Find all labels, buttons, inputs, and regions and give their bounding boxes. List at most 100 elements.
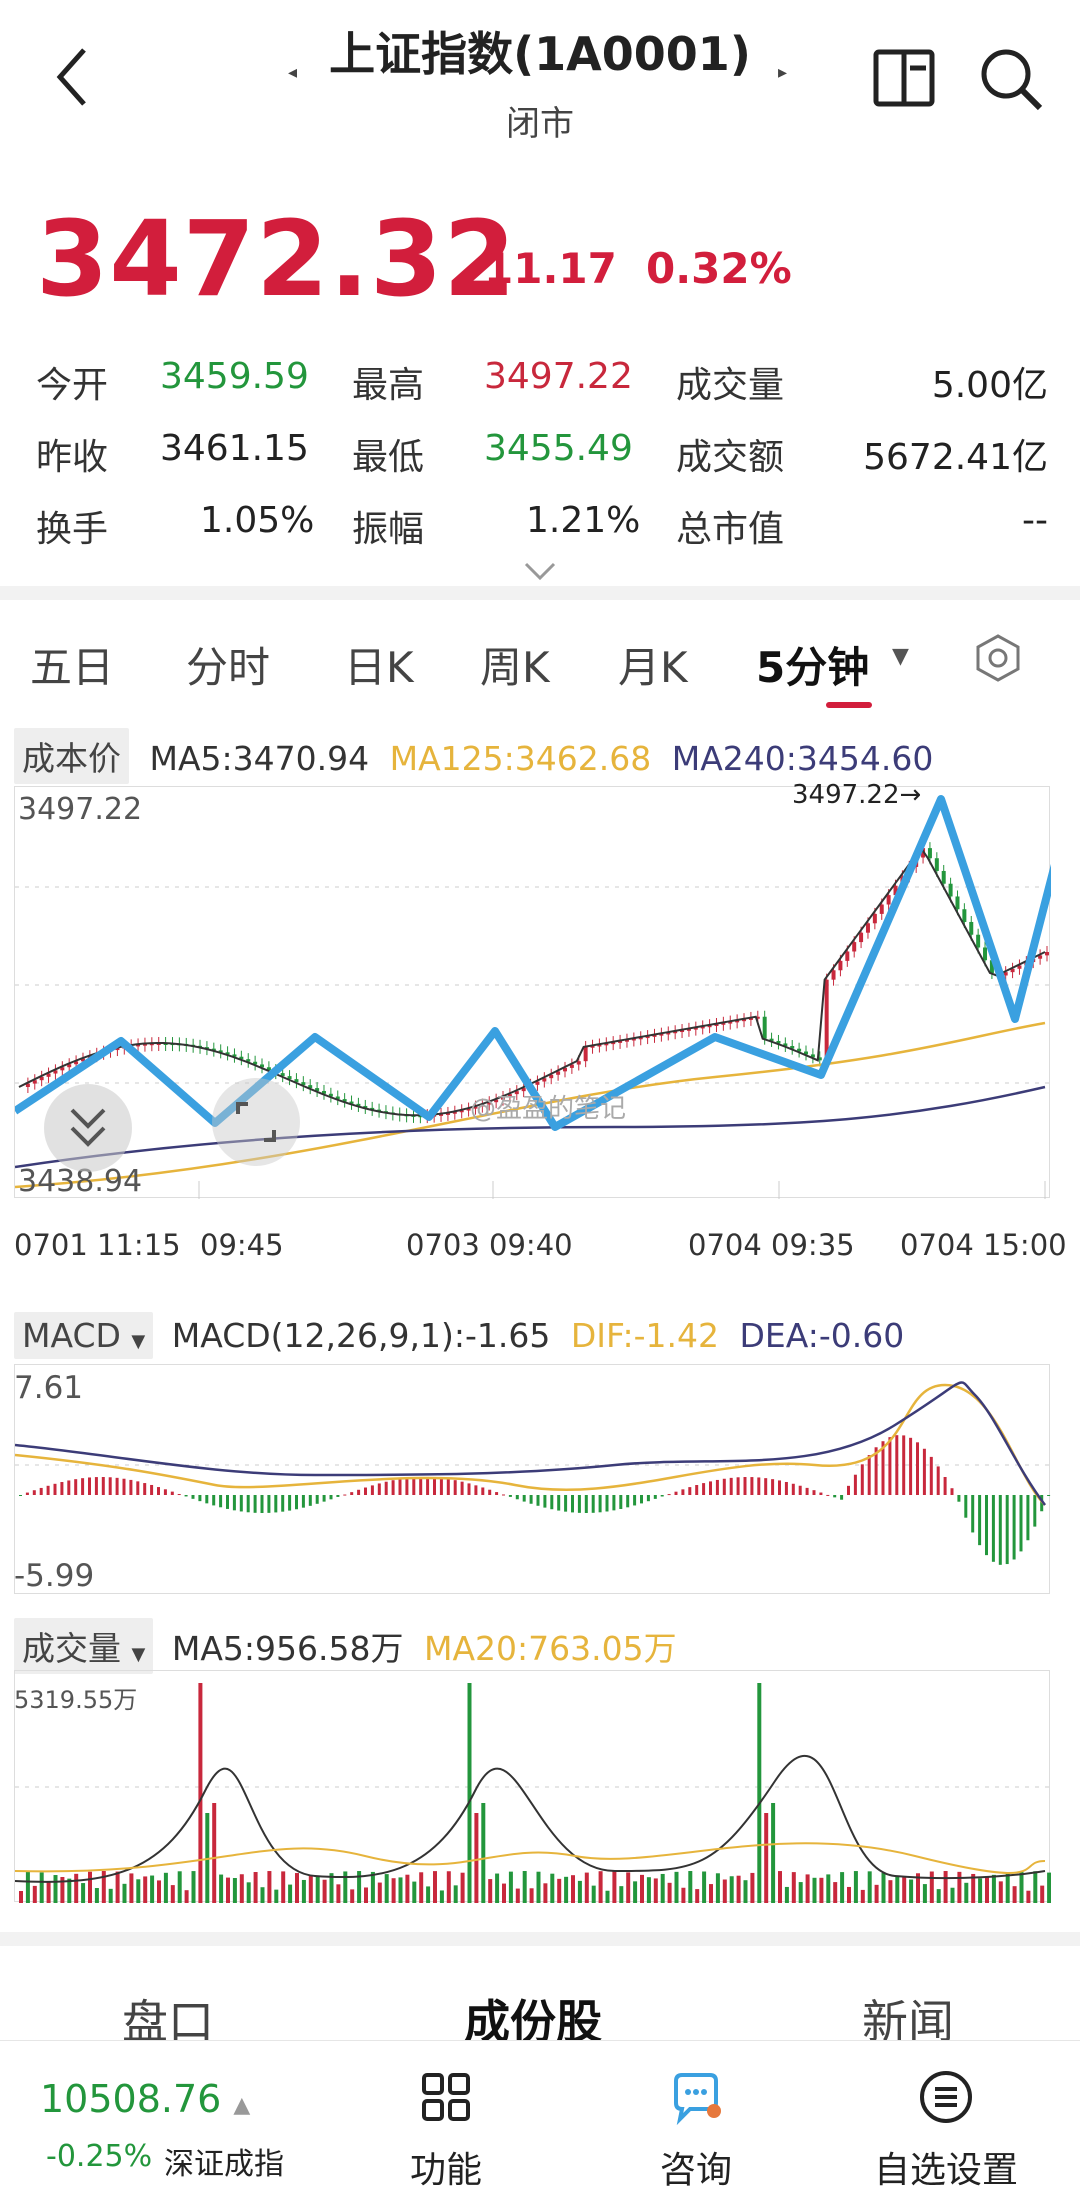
tab-5min[interactable]: 5分钟 [756,643,870,692]
candle-body [590,1045,595,1048]
split-view-icon[interactable] [870,44,940,114]
candle-body [535,1081,540,1085]
macd-bar [640,1495,643,1504]
macd-bar [232,1495,236,1511]
volume-bar [840,1872,845,1903]
consult-button[interactable]: 咨询 [616,2067,776,2193]
macd-bar [695,1485,699,1495]
next-stock-arrow[interactable]: ▸ [778,62,788,83]
tab-daily-k[interactable]: 日K [344,643,414,692]
candle-body [1003,972,1008,976]
volume-bar [715,1873,720,1903]
macd-bar [184,1495,188,1497]
macd-bar [419,1477,423,1495]
candle-body [315,1088,320,1091]
ma240-line [15,1085,1046,1169]
volume-chart[interactable] [14,1670,1051,1903]
volume-bar [1033,1871,1038,1903]
tab-intraday[interactable]: 分时 [186,643,271,692]
volume-bar [67,1878,72,1903]
macd-chart[interactable] [14,1364,1051,1594]
volume-bar [812,1877,817,1903]
volume-bar [412,1881,417,1903]
candle-body [934,858,939,871]
mktcap-value: -- [1022,500,1048,541]
candle-body [879,904,884,914]
collapse-button[interactable] [44,1084,132,1172]
volume-bar [81,1883,86,1903]
candle-body [728,1021,733,1024]
macd-bar [722,1478,726,1495]
volume-bar [198,1683,203,1903]
candle-body [46,1073,51,1077]
candle-body [287,1076,292,1080]
tab-dropdown-icon[interactable]: ▼ [892,644,909,669]
macd-bar [267,1495,271,1513]
prev-stock-arrow[interactable]: ◂ [288,62,298,83]
candle-body [865,923,870,933]
tab-five-day[interactable]: 五日 [30,643,115,692]
macd-bar [557,1495,561,1511]
volume-bar [605,1890,610,1903]
macd-bar [253,1495,257,1513]
candle-body [886,895,891,905]
vol-ma20-line [15,1842,1046,1874]
volume-bar [798,1882,803,1903]
volume-bar [295,1873,299,1903]
settings-hex-icon[interactable] [972,632,1024,684]
candle-body [611,1042,616,1045]
tab-monthly-k[interactable]: 月K [618,643,688,692]
section-divider-2 [0,1932,1080,1946]
expand-chevron-icon[interactable] [520,556,560,586]
watchlist-settings-button[interactable]: 自选设置 [866,2067,1026,2193]
volume-bar [19,1891,23,1903]
candle-body [824,979,829,1061]
macd-bar [909,1437,913,1495]
mktcap-label: 总市值 [676,509,785,550]
macd-bar [281,1495,285,1512]
macd-bar [778,1480,781,1495]
candle-body [542,1078,547,1082]
candle-body [308,1085,313,1089]
candle-body [439,1113,444,1116]
candle-body [1038,955,1043,959]
market-status: 闭市 [506,104,574,144]
candle-body [349,1101,354,1104]
macd-bar [198,1495,202,1502]
volume-bar [212,1803,217,1903]
volume-bar [688,1871,693,1903]
volume-bar [709,1884,713,1903]
volume-chip[interactable]: 成交量 ▼ [14,1618,154,1674]
macd-bar [239,1495,243,1512]
price-change: 11.17 [484,244,617,293]
footer-index-value[interactable]: 10508.76 ▲ [40,2077,251,2121]
tab-weekly-k[interactable]: 周K [480,643,550,692]
function-button[interactable]: 功能 [366,2067,526,2193]
stats-grid: 今开 3459.59 最高 3497.22 成交量 5.00亿 昨收 3461.… [36,356,1048,572]
volume-bar [1019,1871,1024,1903]
volume-bar [281,1871,286,1903]
dea-line [15,1381,1047,1506]
search-icon[interactable] [976,44,1046,114]
macd-bar [833,1495,837,1498]
macd-bar [1033,1495,1037,1527]
fullscreen-button[interactable] [212,1078,300,1166]
amount-label: 成交额 [676,437,785,478]
volume-bar [508,1871,513,1903]
macd-bar [688,1487,692,1495]
macd-bar [426,1477,430,1495]
header: ◂ 上证指数(1A0001) ▸ 闭市 [0,0,1080,160]
volume-bar [702,1871,707,1903]
back-icon[interactable] [48,42,98,112]
volume-bar [550,1873,555,1903]
candlestick-chart[interactable] [14,786,1051,1199]
y-max-label: 3497.22 [18,792,143,827]
candle-body [115,1048,120,1051]
cost-price-chip[interactable]: 成本价 [14,728,129,784]
volume-bar [226,1877,230,1903]
macd-bar [771,1479,775,1495]
macd-bar [495,1492,499,1495]
macd-bar [653,1495,657,1499]
volume-bar [460,1872,465,1903]
macd-chip[interactable]: MACD ▼ [14,1312,154,1359]
